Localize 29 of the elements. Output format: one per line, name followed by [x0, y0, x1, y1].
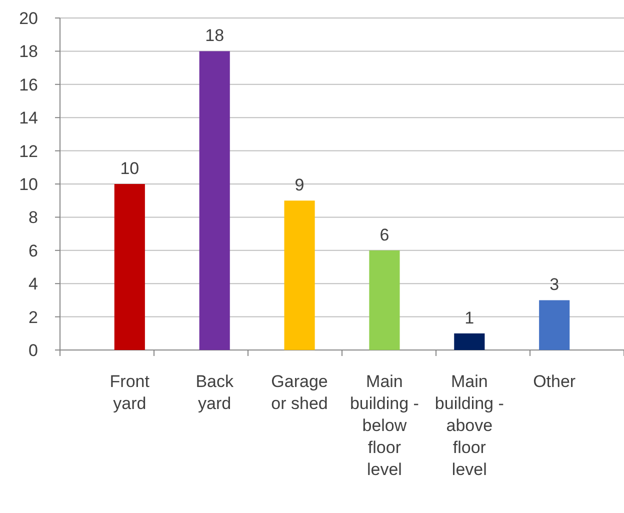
- data-label: 10: [120, 159, 140, 178]
- y-tick-label: 4: [28, 274, 38, 294]
- y-tick-label: 18: [19, 42, 38, 62]
- x-tick-label: Main building - above floor level: [434, 372, 504, 479]
- bar: [539, 300, 570, 350]
- y-tick-label: 12: [19, 142, 38, 161]
- x-tick-label: Garage or shed: [271, 372, 328, 413]
- y-tick-label: 8: [28, 208, 38, 228]
- y-tick-label: 20: [19, 8, 38, 28]
- y-tick-label: 16: [19, 75, 38, 94]
- data-label: 3: [550, 275, 560, 294]
- x-tick-label: Front yard: [110, 372, 150, 413]
- bar: [284, 200, 315, 350]
- data-label: 18: [205, 26, 224, 46]
- x-tick-label: Main building - below floor level: [350, 372, 419, 479]
- bar: [114, 184, 145, 350]
- data-label: 6: [380, 225, 390, 244]
- y-tick-label: 2: [28, 308, 38, 327]
- bar: [369, 250, 400, 350]
- x-tick-label: Other: [533, 372, 576, 391]
- y-tick-label: 6: [28, 241, 38, 260]
- bar: [454, 333, 485, 350]
- y-tick-label: 0: [28, 340, 38, 360]
- y-tick-label: 14: [19, 108, 38, 128]
- x-tick-label: Back yard: [196, 372, 234, 413]
- data-label: 9: [294, 176, 304, 195]
- data-label: 1: [464, 308, 474, 328]
- bar: [199, 51, 230, 350]
- y-tick-label: 10: [19, 174, 38, 194]
